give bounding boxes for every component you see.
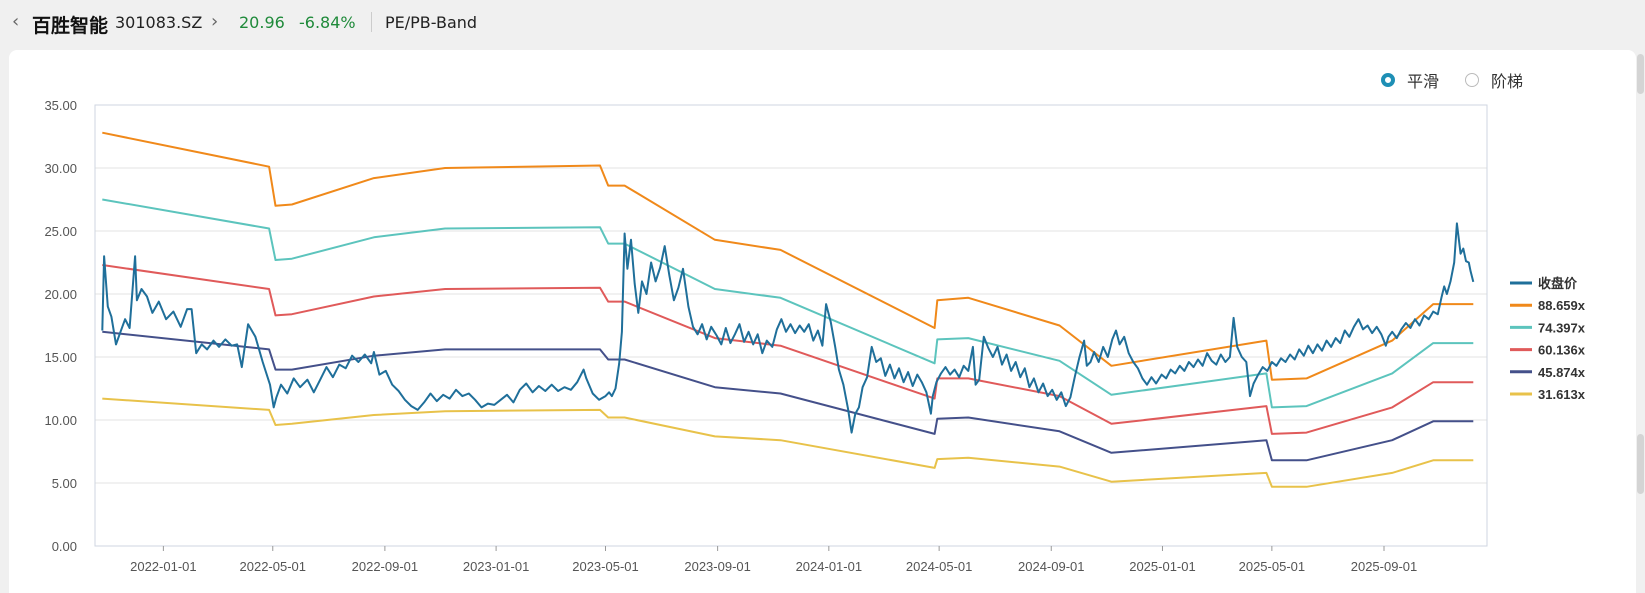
plot-frame: [94, 104, 1488, 547]
x-tick-label: 2024-01-01: [796, 559, 863, 574]
x-tick-label: 2025-09-01: [1351, 559, 1418, 574]
stock-change: -6.84%: [299, 13, 356, 32]
step-label: 阶梯: [1491, 72, 1524, 91]
series-line-31-613x: [102, 397, 1474, 488]
smooth-radio[interactable]: 平滑: [1381, 68, 1439, 92]
x-tick-label: 2023-09-01: [684, 559, 751, 574]
y-tick-label: 15.00: [44, 350, 77, 365]
scrollbar-thumb[interactable]: [1637, 54, 1644, 94]
legend-label: 60.136x: [1538, 343, 1586, 358]
x-tick-label: 2022-05-01: [240, 559, 307, 574]
stock-name: 百胜智能: [32, 15, 109, 37]
series-line-74-397x: [102, 198, 1474, 409]
radio-selected-icon: [1381, 73, 1395, 87]
chevron-left-icon[interactable]: ‹: [12, 11, 20, 32]
divider: [371, 12, 372, 32]
stock-code: 301083.SZ: [115, 13, 203, 32]
legend-label: 31.613x: [1538, 387, 1586, 402]
x-tick-label: 2023-05-01: [572, 559, 639, 574]
x-tick-label: 2024-09-01: [1018, 559, 1085, 574]
x-tick-label: 2022-09-01: [352, 559, 419, 574]
chart-title: PE/PB-Band: [385, 13, 478, 32]
y-tick-label: 10.00: [44, 413, 77, 428]
chart-series: [101, 131, 1475, 488]
x-tick-label: 2025-05-01: [1239, 559, 1306, 574]
top-bar: ‹ 百胜智能 301083.SZ › 20.96 -6.84% PE/PB-Ba…: [0, 0, 1645, 44]
stock-price: 20.96: [239, 13, 285, 32]
y-tick-label: 35.00: [44, 98, 77, 113]
series-line-88-659x: [102, 131, 1474, 381]
series-line-45-874x: [102, 330, 1474, 462]
step-radio[interactable]: 阶梯: [1465, 68, 1523, 92]
legend-label: 收盘价: [1538, 276, 1578, 291]
chevron-right-icon[interactable]: ›: [211, 11, 219, 32]
y-tick-label: 20.00: [44, 287, 77, 302]
y-tick-label: 0.00: [52, 539, 77, 554]
smooth-label: 平滑: [1407, 72, 1440, 91]
legend-label: 45.874x: [1538, 365, 1586, 380]
x-tick-label: 2023-01-01: [463, 559, 530, 574]
radio-unselected-icon: [1465, 73, 1479, 87]
series-line-60-136x: [102, 264, 1474, 435]
x-tick-label: 2022-01-01: [130, 559, 197, 574]
legend-label: 74.397x: [1538, 320, 1586, 335]
chart-axes: 0.00 5.00 10.00 15.00 20.00 25.00 30.00 35.00 20…: [44, 98, 1488, 574]
legend-label: 88.659x: [1538, 298, 1586, 313]
y-tick-label: 5.00: [52, 476, 77, 491]
chart-card: [9, 50, 1636, 593]
y-tick-label: 30.00: [44, 161, 77, 176]
y-tick-label: 25.00: [44, 224, 77, 239]
series-line-close-price: [101, 222, 1475, 434]
chart-legend: 收盘价 88.659x 74.397x 60.136x 45.874x 31.613x: [1510, 276, 1586, 402]
x-tick-label: 2025-01-01: [1129, 559, 1196, 574]
scrollbar-thumb-lower[interactable]: [1637, 434, 1644, 494]
x-tick-label: 2024-05-01: [906, 559, 973, 574]
